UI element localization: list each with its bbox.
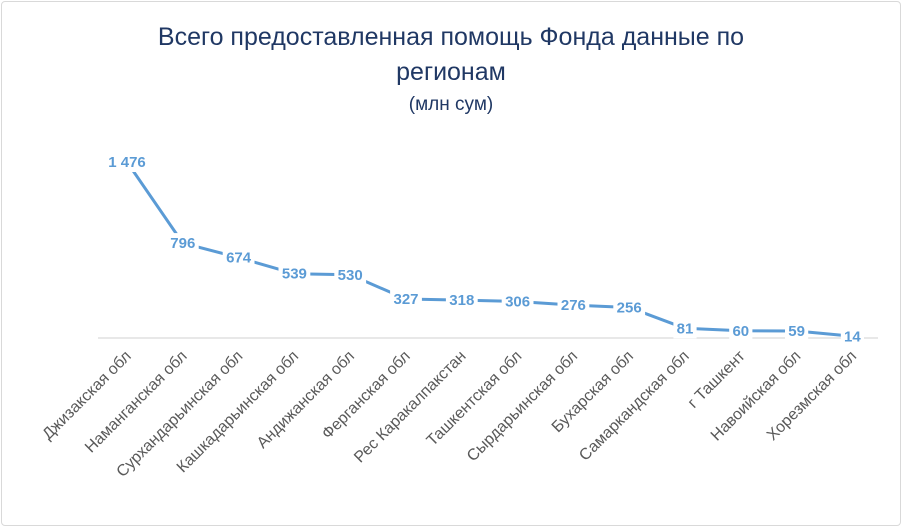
x-tick-label: Рес Каракалпакстан (351, 348, 469, 466)
data-label-group: 60 (729, 320, 753, 341)
x-tick-label: Сырдарьинская обл (464, 348, 581, 465)
data-label-group: 276 (557, 295, 590, 316)
data-label-background (673, 318, 697, 339)
data-label-background (729, 320, 753, 341)
data-label-background (390, 289, 422, 310)
data-label-group: 327 (390, 289, 422, 310)
data-label-background (222, 247, 255, 268)
data-label-background (501, 291, 534, 312)
data-label: 674 (226, 250, 252, 267)
data-label-background (445, 290, 478, 311)
data-label-background (278, 263, 311, 284)
data-label: 256 (617, 299, 642, 316)
data-label-background (840, 326, 864, 347)
data-label: 539 (282, 266, 307, 283)
data-label: 327 (393, 291, 418, 308)
x-tick-label: Самаркандская обл (576, 348, 693, 465)
data-label-background (613, 297, 646, 318)
data-label-group: 539 (278, 263, 311, 284)
data-label-group: 59 (785, 320, 809, 341)
data-label-group: 14 (840, 326, 864, 347)
data-label-group: 318 (445, 290, 478, 311)
data-label-group: 1 476 (102, 152, 152, 172)
chart-subtitle: (млн сум) (408, 94, 494, 115)
data-label-group: 530 (334, 264, 367, 285)
data-label-background (785, 320, 809, 341)
data-label-background (102, 152, 152, 172)
data-label: 1 476 (108, 154, 146, 171)
data-label: 530 (338, 267, 363, 284)
x-tick-label: Наманганская обл (82, 348, 191, 457)
data-label-background (166, 233, 199, 254)
data-label: 276 (561, 297, 586, 314)
chart-title: Всего предоставленная помощь Фонда данны… (157, 23, 745, 86)
data-label-group: 796 (166, 233, 199, 254)
data-label: 14 (844, 328, 861, 345)
x-tick-label: Андижанская обл (254, 348, 358, 452)
data-label-group: 306 (501, 291, 534, 312)
data-label: 81 (677, 320, 694, 337)
data-label: 60 (732, 323, 749, 340)
data-label-background (557, 295, 590, 316)
data-label-group: 674 (222, 247, 255, 268)
x-tick-label: Ташкентская обл (424, 348, 526, 450)
data-label-group: 256 (613, 297, 646, 318)
data-label: 318 (449, 292, 474, 309)
data-label: 796 (170, 235, 195, 252)
data-label: 59 (788, 323, 805, 340)
data-label-background (334, 264, 367, 285)
data-label-group: 81 (673, 318, 697, 339)
data-label: 306 (505, 294, 530, 311)
